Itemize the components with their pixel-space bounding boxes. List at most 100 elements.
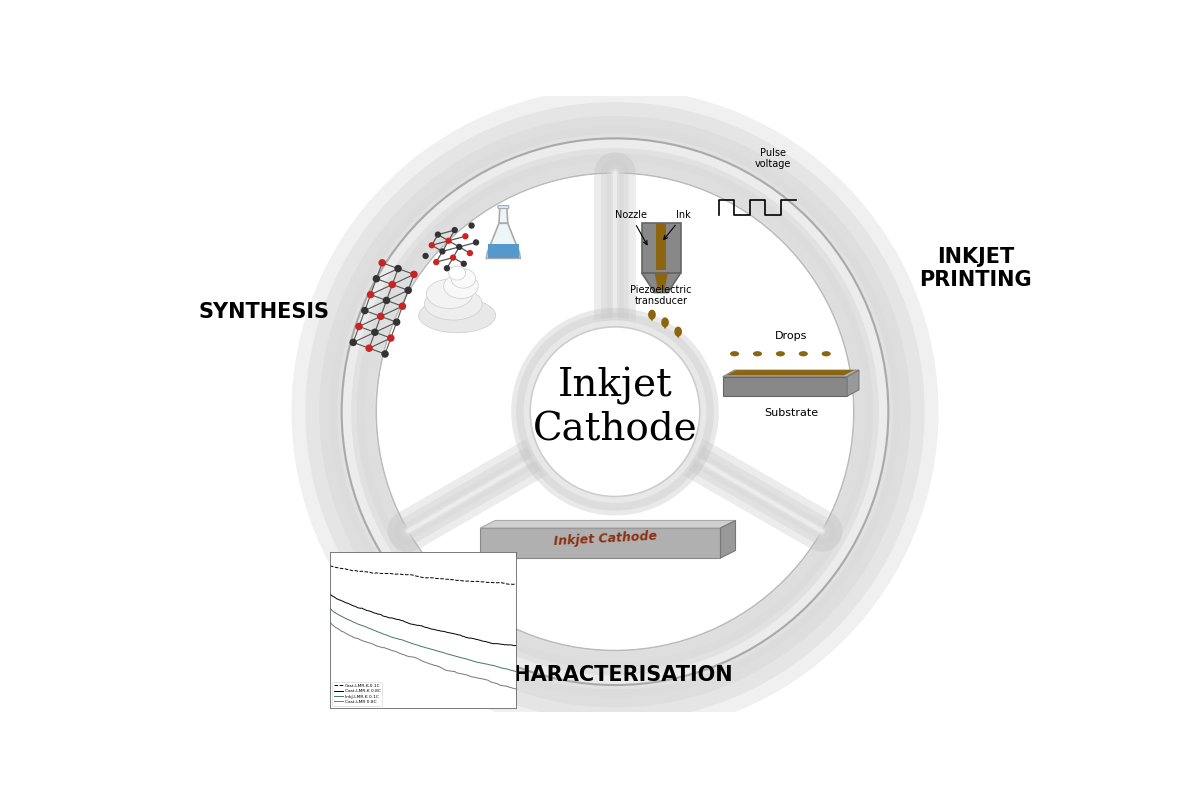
InkJ-LMR-K 0.1C (437, 648, 451, 658)
Circle shape (342, 138, 888, 685)
Text: CHARACTERISATION: CHARACTERISATION (498, 665, 732, 685)
InkJ-LMR-K 0.1C (433, 647, 448, 657)
Cast-LMR-K 0.8C (324, 590, 338, 599)
Circle shape (463, 234, 468, 238)
Circle shape (379, 260, 385, 266)
InkJ-LMR-K 0.1C (323, 602, 337, 612)
Polygon shape (487, 244, 520, 258)
Cast-LMR-K-0.1C (505, 580, 520, 590)
Text: Substrate: Substrate (764, 408, 818, 418)
Polygon shape (649, 314, 655, 322)
Text: Nozzle: Nozzle (614, 210, 647, 245)
Circle shape (389, 282, 395, 287)
Polygon shape (722, 370, 859, 377)
Ellipse shape (426, 279, 473, 309)
Circle shape (377, 174, 853, 650)
Circle shape (474, 240, 479, 245)
Cast-LMR-K 0.8C (509, 641, 523, 650)
Text: Inkjet Cathode: Inkjet Cathode (553, 530, 656, 549)
Circle shape (468, 250, 473, 255)
Legend: Cast-LMR-K-0.1C, Cast-LMR-K 0.8C, InkJ-LMR-K 0.1C, Cast-LMR 0.8C: Cast-LMR-K-0.1C, Cast-LMR-K 0.8C, InkJ-L… (332, 682, 383, 706)
Circle shape (378, 314, 384, 319)
Circle shape (356, 323, 362, 330)
Cast-LMR 0.8C (324, 618, 338, 627)
Circle shape (400, 303, 406, 310)
Cast-LMR-K 0.8C (433, 626, 448, 636)
InkJ-LMR-K 0.1C (433, 647, 448, 657)
Circle shape (440, 249, 445, 254)
Text: Ink: Ink (664, 210, 691, 239)
Ellipse shape (776, 351, 785, 356)
Circle shape (436, 232, 440, 237)
Circle shape (350, 339, 356, 346)
Polygon shape (722, 377, 847, 396)
Line: Cast-LMR 0.8C: Cast-LMR 0.8C (330, 622, 516, 689)
Circle shape (469, 223, 474, 228)
Text: SYNTHESIS: SYNTHESIS (198, 302, 329, 322)
Ellipse shape (752, 351, 762, 356)
Cast-LMR-K-0.1C (323, 561, 337, 570)
Circle shape (394, 319, 400, 326)
Circle shape (446, 238, 451, 243)
Circle shape (395, 266, 401, 272)
Polygon shape (642, 273, 680, 293)
Circle shape (430, 243, 434, 248)
Cast-LMR 0.8C (433, 662, 448, 672)
Circle shape (457, 245, 462, 250)
Circle shape (452, 228, 457, 233)
Cast-LMR 0.8C (433, 662, 448, 672)
Circle shape (373, 276, 379, 282)
Circle shape (424, 254, 428, 258)
Circle shape (433, 260, 439, 265)
Ellipse shape (425, 288, 482, 320)
Cast-LMR-K 0.8C (323, 589, 337, 598)
Circle shape (372, 330, 378, 335)
Ellipse shape (661, 318, 668, 327)
Text: Inkjet
Cathode: Inkjet Cathode (533, 367, 697, 448)
Ellipse shape (822, 351, 830, 356)
InkJ-LMR-K 0.1C (324, 604, 338, 614)
Ellipse shape (674, 326, 682, 337)
Cast-LMR-K-0.1C (491, 578, 505, 587)
Polygon shape (720, 521, 736, 558)
Cast-LMR-K 0.8C (433, 626, 448, 636)
Cast-LMR 0.8C (323, 617, 337, 626)
Cast-LMR-K-0.1C (324, 562, 338, 571)
Ellipse shape (799, 351, 808, 356)
Polygon shape (480, 528, 720, 558)
Circle shape (382, 351, 388, 357)
FancyBboxPatch shape (498, 206, 509, 209)
Line: InkJ-LMR-K 0.1C: InkJ-LMR-K 0.1C (330, 607, 516, 671)
Ellipse shape (730, 351, 739, 356)
Line: Cast-LMR-K-0.1C: Cast-LMR-K-0.1C (330, 566, 516, 585)
Polygon shape (726, 370, 854, 375)
Text: Pulse
voltage: Pulse voltage (755, 147, 791, 169)
Cast-LMR 0.8C (437, 665, 451, 674)
Circle shape (451, 255, 456, 260)
Ellipse shape (444, 274, 479, 298)
Text: Piezoelectric
transducer: Piezoelectric transducer (630, 285, 692, 306)
Cast-LMR 0.8C (491, 680, 505, 690)
Polygon shape (676, 332, 682, 338)
Circle shape (406, 287, 412, 294)
Polygon shape (486, 223, 521, 258)
Ellipse shape (449, 266, 466, 280)
Ellipse shape (451, 269, 475, 288)
Cast-LMR-K-0.1C (480, 578, 494, 587)
Cast-LMR-K 0.8C (437, 626, 451, 636)
Ellipse shape (648, 310, 656, 320)
Text: Drops: Drops (775, 330, 808, 341)
Cast-LMR 0.8C (509, 684, 523, 694)
Cast-LMR-K-0.1C (433, 574, 448, 583)
Text: INKJET
PRINTING: INKJET PRINTING (919, 247, 1032, 290)
Circle shape (367, 291, 373, 298)
Polygon shape (662, 322, 668, 330)
Circle shape (410, 271, 418, 278)
Circle shape (361, 307, 368, 314)
Cast-LMR-K 0.8C (491, 639, 505, 649)
Circle shape (461, 262, 467, 266)
InkJ-LMR-K 0.1C (480, 659, 494, 669)
Polygon shape (654, 273, 668, 290)
Polygon shape (847, 370, 859, 396)
Line: Cast-LMR-K 0.8C: Cast-LMR-K 0.8C (330, 594, 516, 646)
